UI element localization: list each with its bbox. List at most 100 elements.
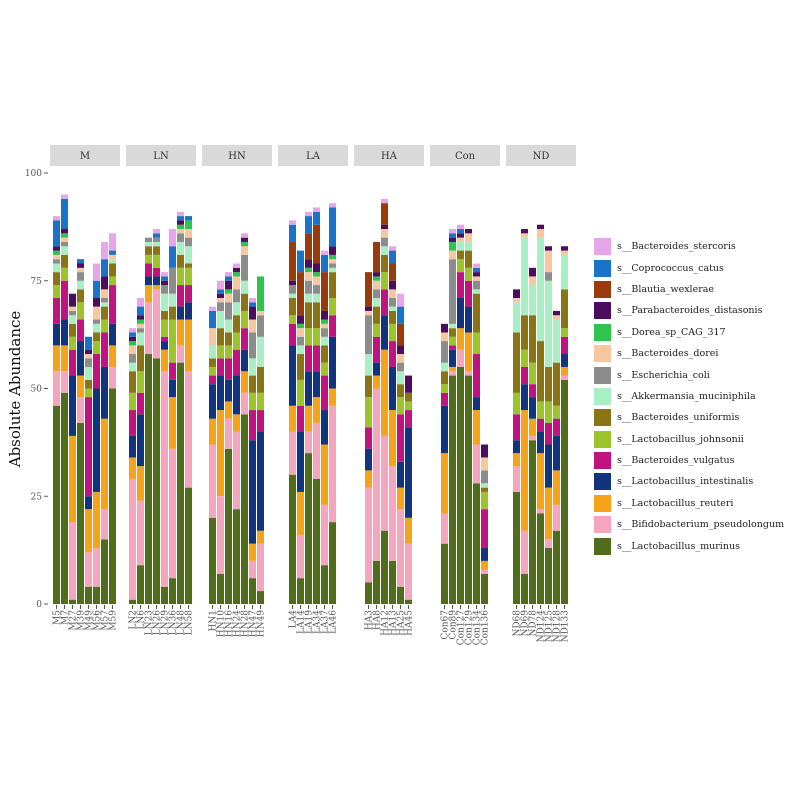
legend-item: s__Parabacteroides_distasonis <box>594 300 794 321</box>
bar-segment <box>177 220 184 225</box>
bar-segment <box>465 332 472 372</box>
bar-segment <box>397 323 404 346</box>
bar-segment <box>537 401 544 419</box>
x-tick-label: LA4 <box>289 610 299 628</box>
x-tick-label: LN6 <box>137 610 147 630</box>
bar-segment <box>441 371 448 385</box>
bar-segment <box>381 349 388 436</box>
bar-segment <box>457 272 464 298</box>
x-tick-label: HN47 <box>249 610 259 637</box>
bar-segment <box>305 211 312 217</box>
bar-segment <box>185 319 192 372</box>
bar-segment <box>257 310 264 316</box>
x-tick-label: HA25 <box>397 610 407 636</box>
bar-segment <box>257 366 264 393</box>
bar-segment <box>513 414 520 441</box>
bar-segment <box>465 233 472 242</box>
bar-segment <box>373 336 380 363</box>
x-tick-label: Con127 <box>457 610 467 646</box>
bar-segment <box>381 203 388 225</box>
bar-segment <box>397 487 404 510</box>
bar-segment <box>537 431 544 454</box>
bar-segment <box>389 246 396 251</box>
y-tick-label: 75 <box>31 277 43 287</box>
bar-segment <box>145 302 152 355</box>
bar-segment <box>397 362 404 372</box>
bar-segment <box>365 375 372 398</box>
bar-segment <box>161 272 168 277</box>
legend-item: s__Lactobacillus_johnsonii <box>594 429 794 450</box>
bar-segment <box>145 246 152 255</box>
bar-segment <box>93 323 100 333</box>
bar-segment <box>321 410 328 445</box>
legend-label: s__Bacteroides_dorei <box>617 348 719 360</box>
bar-segment <box>129 341 136 346</box>
bar-segment <box>101 509 108 540</box>
bar-segment <box>481 547 488 561</box>
bar-segment <box>137 371 144 393</box>
bar-segment <box>321 254 328 273</box>
bar-segment <box>405 427 412 518</box>
bar-segment <box>161 276 168 281</box>
x-tick-label: M27 <box>69 610 79 631</box>
bar-segment <box>225 448 232 604</box>
bar-segment <box>553 504 560 531</box>
bar-segment <box>513 466 520 492</box>
legend-item: s__Coprococcus_catus <box>594 257 794 278</box>
bar-segment <box>481 509 488 548</box>
bar-segment <box>233 272 240 277</box>
bar-segment <box>545 280 552 367</box>
y-tick-label: 50 <box>31 385 43 395</box>
bar-segment <box>233 431 240 510</box>
x-tick-label: ND78 <box>529 610 539 637</box>
bar-segment <box>249 302 256 307</box>
legend-item: s__Lactobacillus_intestinalis <box>594 471 794 492</box>
bar-segment <box>177 233 184 242</box>
legend-label: s__Parabacteroides_distasonis <box>617 305 763 317</box>
legend-swatch <box>594 387 611 405</box>
bar-segment <box>289 431 296 475</box>
bar-segment <box>521 384 528 411</box>
bar-segment <box>473 332 480 355</box>
legend-item: s__Bacteroides_uniformis <box>594 407 794 428</box>
bar-segment <box>529 397 536 419</box>
bar-segment <box>373 289 380 298</box>
bar-segment <box>289 293 296 298</box>
x-tick-label: LN36 <box>169 610 179 636</box>
bar-segment <box>313 211 320 225</box>
bar-segment <box>153 241 160 247</box>
bar-segment <box>481 457 488 471</box>
x-tick-label: ND125 <box>545 610 555 643</box>
bar-segment <box>381 315 388 350</box>
bar-segment <box>225 345 232 359</box>
bar-segment <box>209 418 216 445</box>
bar-segment <box>69 435 76 523</box>
x-tick-label: HN16 <box>225 610 235 637</box>
bar-segment <box>513 297 520 303</box>
bar-segment <box>61 371 68 393</box>
bar-segment <box>177 345 184 363</box>
x-tick-label: LA14 <box>297 610 307 634</box>
bar-segment <box>305 293 312 303</box>
bar-segment <box>153 358 160 604</box>
bar-segment <box>85 397 92 497</box>
x-tick-label: ND128 <box>553 610 563 643</box>
bar-segment <box>381 237 388 247</box>
bar-segment <box>153 237 160 242</box>
bar-segment <box>373 362 380 376</box>
bar-segment <box>69 315 76 324</box>
bar-segment <box>329 272 336 298</box>
bar-segment <box>405 599 412 604</box>
bar-segment <box>289 297 296 316</box>
bar-segment <box>521 366 528 385</box>
bar-segment <box>177 319 184 346</box>
bar-segment <box>69 375 76 436</box>
x-tick-label: M39 <box>77 610 87 631</box>
bar-segment <box>305 345 312 372</box>
bar-segment <box>321 250 328 255</box>
bar-segment <box>389 323 396 342</box>
legend-item: s__Escherichia_coli <box>594 364 794 385</box>
bar-segment <box>537 513 544 604</box>
bar-segment <box>381 435 388 531</box>
bar-segment <box>313 371 320 398</box>
